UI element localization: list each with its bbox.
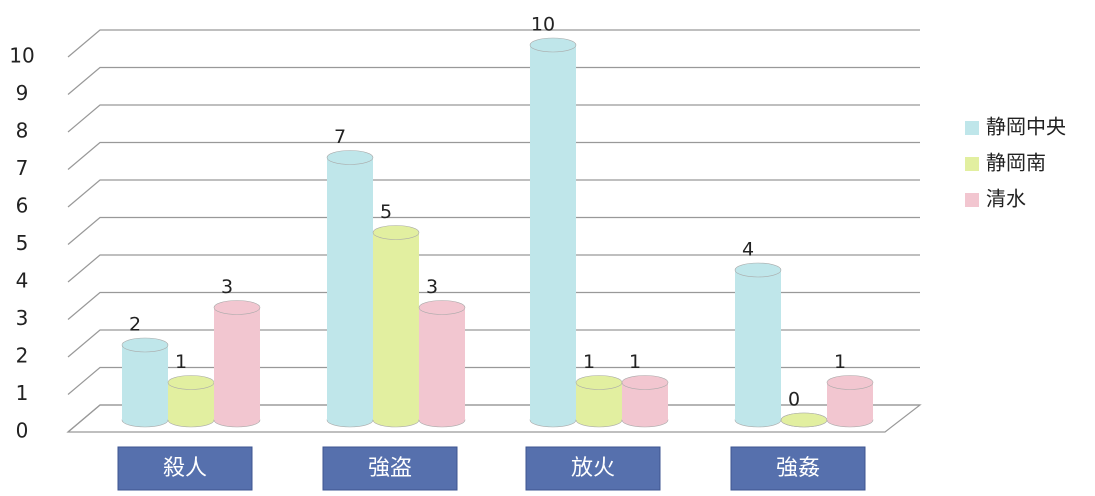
bar-top <box>418 300 466 315</box>
value-label: 3 <box>426 276 438 298</box>
bar-top <box>167 375 215 390</box>
grid-line <box>67 104 920 133</box>
bar-top <box>826 375 874 390</box>
value-label: 10 <box>531 14 555 36</box>
bar-top <box>213 300 261 315</box>
value-label: 4 <box>742 239 754 261</box>
value-label: 1 <box>583 351 595 373</box>
category-box <box>322 446 458 491</box>
x-tick-label: 強盗 <box>368 456 412 481</box>
bar-top <box>734 262 782 278</box>
bar <box>214 307 260 420</box>
y-tick-label: 1 <box>16 381 29 405</box>
x-tick-label: 殺人 <box>163 456 207 481</box>
bar-top <box>621 375 669 390</box>
grid-line <box>67 141 920 170</box>
bar <box>735 270 781 420</box>
bar <box>373 232 419 420</box>
y-tick-label: 2 <box>16 344 29 368</box>
value-label: 1 <box>629 351 641 373</box>
value-label: 2 <box>129 314 141 336</box>
legend-swatch <box>965 157 979 171</box>
grid-line <box>67 216 920 245</box>
y-tick-label: 7 <box>16 156 29 180</box>
value-label: 0 <box>788 389 800 411</box>
legend-label: 静岡南 <box>986 151 1046 175</box>
bar-top <box>121 337 169 353</box>
bar-top <box>780 412 828 428</box>
category-box <box>730 446 866 491</box>
grid-line <box>67 66 920 95</box>
value-label: 5 <box>380 201 392 223</box>
value-label: 3 <box>221 276 233 298</box>
category-box <box>117 446 253 491</box>
value-label: 1 <box>834 351 846 373</box>
y-tick-label: 4 <box>16 269 29 293</box>
value-label: 7 <box>334 126 346 148</box>
y-tick-label: 6 <box>16 194 29 218</box>
grid-line <box>67 329 920 358</box>
y-tick-label: 0 <box>16 419 29 443</box>
grid-line <box>67 291 920 320</box>
x-tick-label: 放火 <box>571 456 615 481</box>
x-tick-label: 強姦 <box>776 456 820 481</box>
y-tick-label: 5 <box>16 231 29 255</box>
legend-label: 清水 <box>986 187 1026 211</box>
bar-top <box>372 225 420 240</box>
grid-line <box>67 254 920 283</box>
grid-line <box>67 366 920 395</box>
bar <box>122 345 168 420</box>
grid-line <box>67 29 920 58</box>
y-tick-label: 9 <box>16 81 29 105</box>
legend-swatch <box>965 193 979 207</box>
legend-label: 静岡中央 <box>986 115 1066 139</box>
bar-top <box>326 150 374 165</box>
legend-swatch <box>965 121 979 135</box>
bar-top <box>529 37 577 53</box>
bar <box>327 157 373 420</box>
bar <box>419 307 465 420</box>
category-box <box>525 446 661 491</box>
y-tick-label: 8 <box>16 119 29 143</box>
y-tick-label: 3 <box>16 306 29 330</box>
grid-line <box>67 179 920 208</box>
value-label: 1 <box>175 351 187 373</box>
y-tick-label: 10 <box>9 44 34 68</box>
bar <box>530 45 576 420</box>
bar-top <box>575 375 623 390</box>
